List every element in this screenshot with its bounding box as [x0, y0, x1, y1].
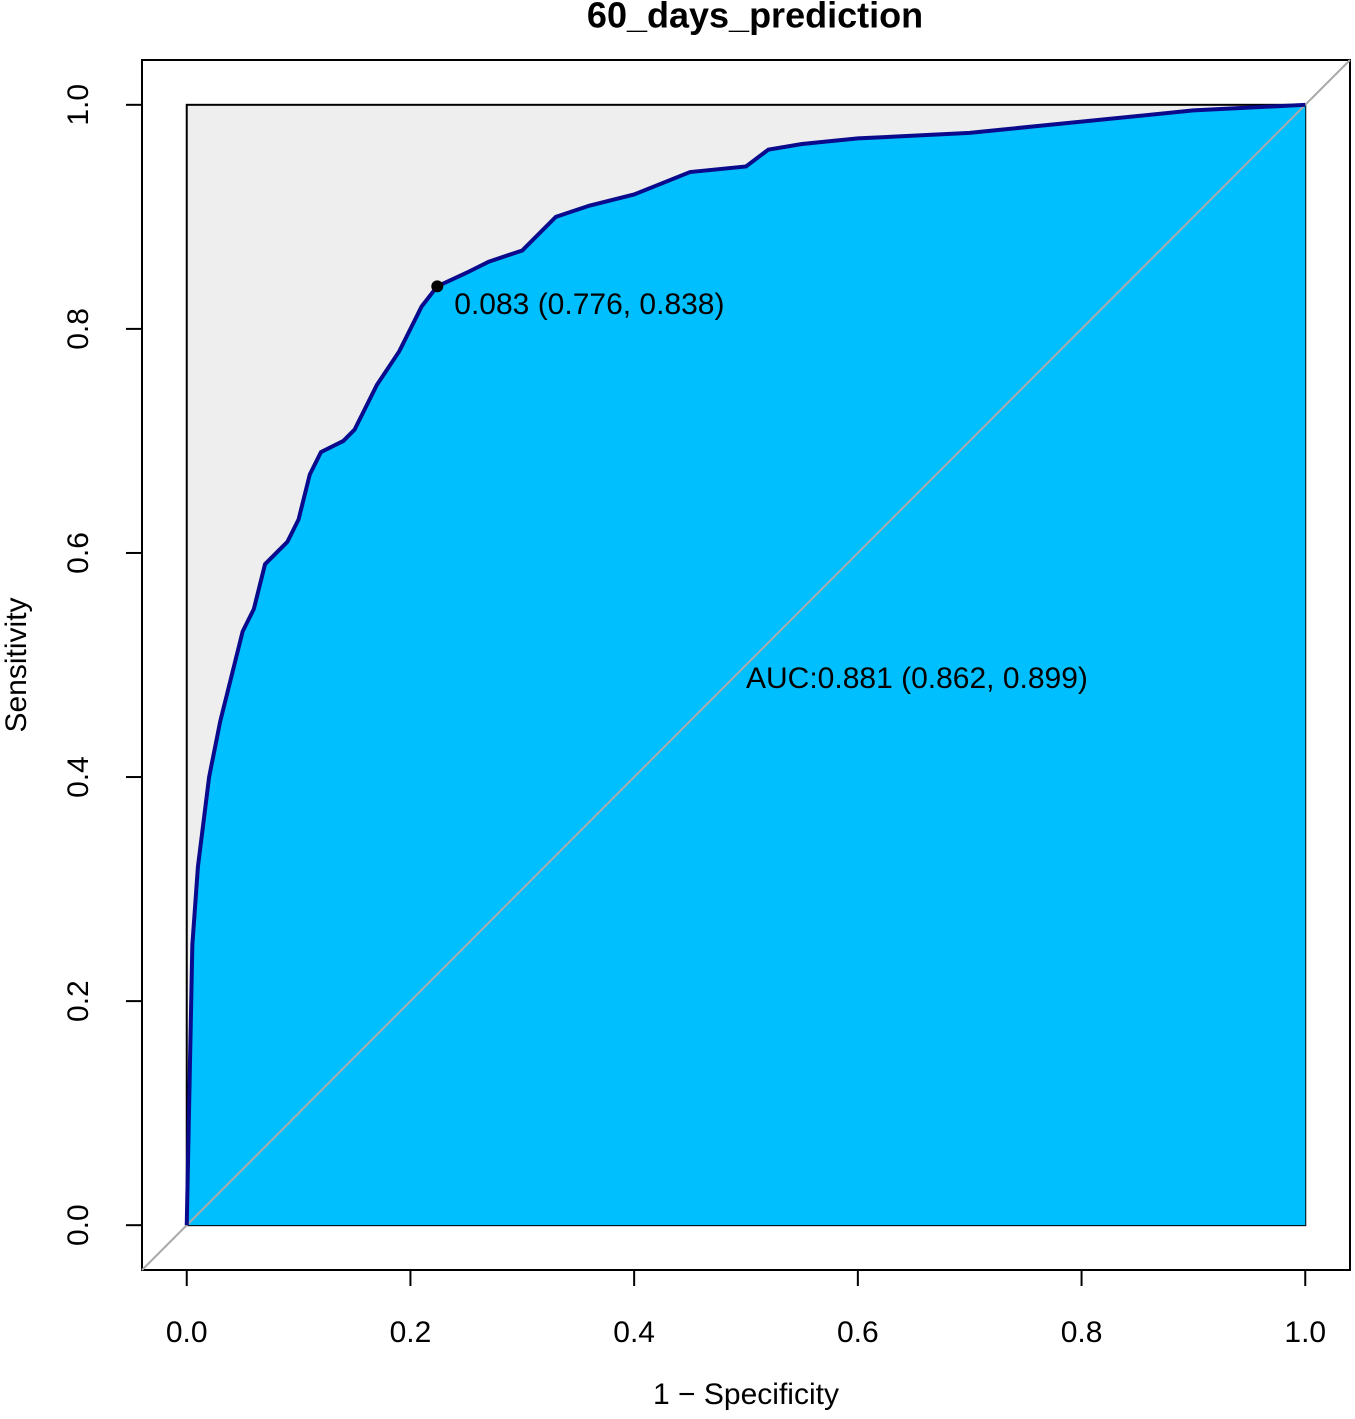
- y-axis-label: Sensitivity: [0, 597, 33, 732]
- x-tick-label: 0.6: [837, 1316, 879, 1349]
- y-tick-label: 0.4: [62, 756, 95, 798]
- x-tick-label: 0.0: [166, 1316, 208, 1349]
- y-tick-label: 0.8: [62, 308, 95, 350]
- x-tick-label: 0.8: [1061, 1316, 1103, 1349]
- auc-label: AUC:0.881 (0.862, 0.899): [746, 662, 1088, 695]
- x-tick-label: 0.4: [613, 1316, 655, 1349]
- x-axis-label: 1 − Specificity: [653, 1378, 839, 1411]
- x-tick-label: 1.0: [1284, 1316, 1326, 1349]
- x-tick-label: 0.2: [390, 1316, 432, 1349]
- reference-diagonal: [141, 59, 1351, 1271]
- y-tick-label: 0.2: [62, 980, 95, 1022]
- chart-title: 60_days_prediction: [587, 0, 923, 36]
- y-tick-label: 0.0: [62, 1204, 95, 1246]
- threshold-label: 0.083 (0.776, 0.838): [454, 288, 724, 321]
- y-tick-label: 0.6: [62, 532, 95, 574]
- threshold-point: [431, 280, 444, 293]
- roc-curve: [184, 102, 1306, 1226]
- y-tick-label: 1.0: [62, 84, 95, 126]
